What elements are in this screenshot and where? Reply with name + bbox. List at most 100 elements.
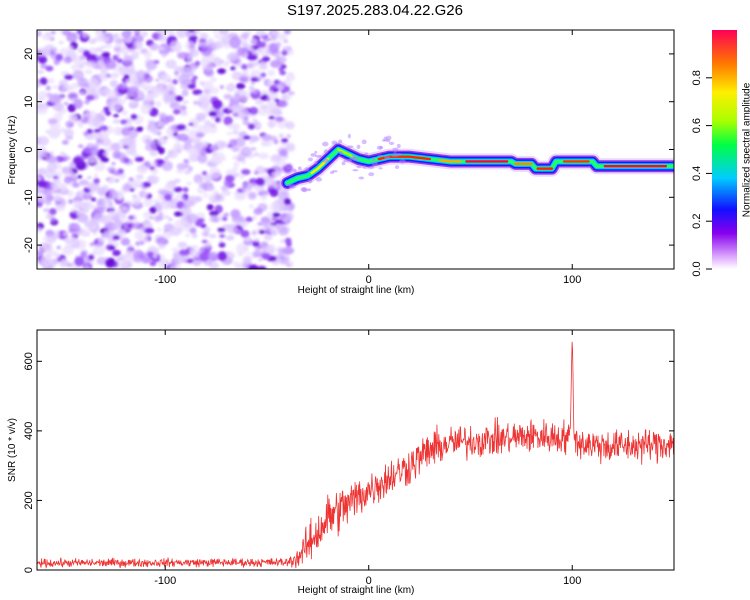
ridge-speckle — [300, 187, 308, 192]
noise-blob — [251, 215, 258, 221]
noise-blob — [162, 231, 173, 239]
noise-blob — [253, 152, 260, 157]
ridge-speckle — [352, 156, 359, 162]
noise-blob — [266, 211, 274, 218]
noise-blob — [271, 212, 281, 218]
bottom-y-tick-label: 400 — [23, 422, 35, 440]
noise-blob — [200, 102, 209, 111]
noise-blob — [158, 112, 167, 118]
noise-blob — [45, 154, 57, 164]
noise-blob — [143, 227, 155, 234]
colorbar-tick-label: 0.2 — [691, 214, 703, 229]
noise-blob — [143, 181, 152, 188]
noise-blob — [194, 30, 201, 34]
noise-blob — [242, 255, 252, 265]
noise-blob — [223, 116, 233, 126]
noise-blob — [143, 74, 153, 84]
noise-blob — [134, 81, 141, 86]
noise-blob — [71, 82, 80, 89]
noise-blob — [271, 36, 277, 41]
bottom-x-label: Height of straight line (km) — [298, 585, 415, 596]
noise-blob — [281, 94, 292, 101]
ridge-speckle — [388, 141, 395, 145]
noise-blob — [145, 59, 158, 71]
ridge-speckle — [368, 172, 375, 177]
ridge-speckle — [358, 176, 365, 180]
ridge-speckle — [392, 147, 399, 152]
ridge-core — [438, 159, 462, 163]
noise-blob — [197, 196, 202, 200]
noise-blob — [232, 165, 239, 172]
noise-blob — [286, 263, 291, 267]
noise-blob — [161, 52, 167, 58]
noise-blob — [252, 240, 260, 248]
noise-blob — [47, 118, 58, 125]
noise-blob — [55, 204, 66, 212]
noise-blob — [167, 149, 175, 155]
ridge-speckle — [308, 178, 313, 184]
noise-blob — [93, 48, 99, 52]
noise-blob — [255, 177, 266, 187]
noise-blob — [52, 195, 62, 202]
ridge-speckle — [315, 177, 323, 182]
noise-blob — [125, 146, 137, 156]
noise-blob — [108, 245, 116, 250]
noise-blob — [256, 123, 262, 128]
noise-blob — [155, 79, 160, 82]
noise-blob — [147, 175, 160, 184]
noise-blob — [214, 193, 222, 200]
noise-blob — [104, 110, 112, 116]
noise-blob — [248, 135, 258, 143]
noise-blob — [65, 120, 72, 125]
noise-blob — [81, 201, 93, 211]
noise-blob — [130, 113, 138, 120]
noise-blob — [128, 215, 134, 220]
noise-blob — [186, 213, 199, 224]
noise-blob — [112, 249, 121, 257]
noise-blob — [97, 60, 105, 68]
noise-blob — [242, 184, 248, 190]
ridge-speckle — [339, 150, 343, 155]
noise-blob — [198, 182, 209, 189]
noise-blob — [174, 141, 182, 149]
noise-blob — [37, 176, 42, 181]
noise-blob — [37, 150, 44, 160]
noise-blob — [63, 139, 68, 144]
noise-blob — [78, 64, 85, 69]
noise-blob — [232, 130, 239, 135]
noise-blob — [235, 264, 240, 269]
noise-blob — [86, 181, 99, 191]
noise-blob — [246, 60, 257, 70]
ridge-speckle — [386, 135, 392, 141]
noise-blob — [215, 111, 225, 119]
noise-blob — [93, 178, 100, 185]
noise-blob — [43, 208, 50, 213]
ridge-core — [337, 148, 354, 158]
noise-blob — [104, 43, 112, 49]
noise-blob — [286, 134, 291, 139]
noise-blob — [127, 68, 137, 76]
noise-blob — [186, 65, 196, 74]
noise-blob — [50, 94, 62, 105]
ridge-speckle — [289, 184, 296, 189]
noise-blob — [73, 98, 84, 109]
ridge-speckle — [329, 171, 335, 174]
noise-blob — [45, 78, 55, 84]
top-x-ticks: -100 0 100 — [154, 30, 581, 286]
noise-blob — [246, 252, 251, 255]
noise-blob — [111, 161, 116, 166]
noise-blob — [143, 197, 154, 207]
noise-blob — [234, 193, 246, 201]
noise-blob — [144, 222, 153, 228]
noise-blob — [248, 191, 257, 200]
noise-blob — [145, 143, 157, 152]
noise-blob — [208, 167, 221, 180]
noise-blob — [106, 166, 117, 173]
noise-blob — [237, 107, 250, 120]
noise-blob — [170, 229, 181, 236]
noise-blob — [199, 149, 208, 156]
ridge-speckle — [323, 149, 328, 154]
noise-blob — [109, 74, 115, 78]
noise-blob — [120, 158, 125, 164]
